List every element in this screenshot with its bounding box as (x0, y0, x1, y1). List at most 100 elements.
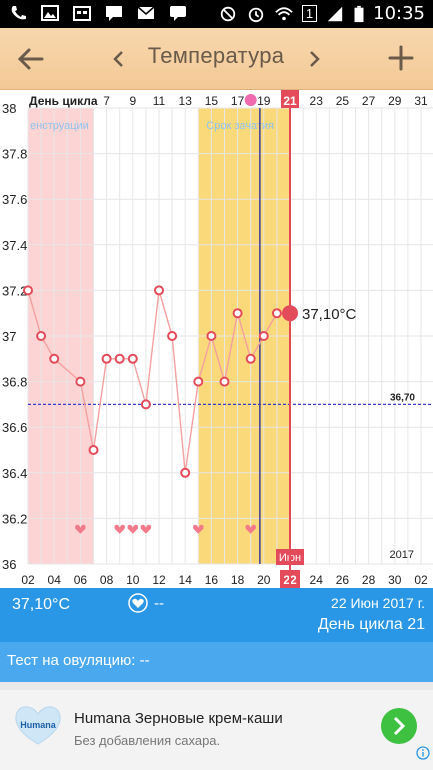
ad-info-icon[interactable] (416, 746, 430, 760)
date-tick-label: 06 (74, 573, 88, 587)
system-icons: 1 10:35 (218, 3, 425, 24)
app-bar: Температура (0, 28, 433, 90)
date-tick-label: 30 (388, 573, 402, 587)
heart-marker (114, 524, 125, 534)
temperature-point[interactable] (127, 353, 138, 364)
humana-logo-text: Humana (20, 720, 57, 730)
ovulation-test-label: Тест на овуляцию: -- (7, 652, 150, 669)
ad-banner[interactable]: Humana Humana Зерновые крем-каши Без доб… (0, 690, 433, 770)
date-tick-label: 02 (414, 573, 428, 587)
heart-icon[interactable] (128, 593, 148, 613)
temperature-point[interactable] (88, 445, 99, 455)
current-temperature-label: 37,10°C (302, 306, 357, 323)
chevron-left-icon[interactable] (108, 44, 128, 74)
sim-badge: 1 (301, 5, 318, 22)
alarm-icon (248, 7, 264, 22)
temperature-point[interactable] (167, 331, 178, 341)
y-tick-label: 37.8 (2, 147, 27, 162)
chevron-right-icon (393, 716, 406, 736)
date-tick-label: 18 (231, 573, 245, 587)
y-tick-label: 36.4 (2, 466, 27, 481)
ovulation-marker (244, 94, 257, 106)
cycle-day-tick-label: 21 (283, 94, 297, 108)
date-tick-label: 14 (179, 573, 193, 587)
temperature-point[interactable] (245, 353, 256, 364)
cycle-day-tick-label: 29 (388, 94, 402, 108)
plus-icon[interactable] (385, 42, 417, 74)
notification-icons (8, 4, 188, 22)
date-tick-label: 16 (205, 573, 219, 587)
current-cycle-day-marker (281, 90, 299, 108)
cycle-day-tick-label: 9 (129, 94, 136, 108)
chevron-right-icon[interactable] (305, 44, 325, 74)
date-tick-label: 20 (257, 573, 271, 587)
baseline-label: 36,70 (390, 392, 415, 403)
page-title: Температура (147, 43, 285, 68)
cycle-day-tick-label: 31 (414, 94, 428, 108)
temperature-point[interactable] (23, 285, 33, 296)
fertile-window-label: Срок зачатия (206, 120, 274, 132)
selected-date: 22 Июн 2017 г. (331, 595, 425, 611)
menstruation-label: енструации (30, 120, 89, 132)
sms-icon (106, 6, 122, 21)
ad-subtitle: Без добавления сахара. (74, 733, 221, 748)
mail-icon (137, 6, 155, 19)
temperature-point[interactable] (180, 467, 191, 478)
cycle-day-tick-label: 15 (205, 94, 219, 108)
phone-icon (11, 6, 26, 20)
temperature-point[interactable] (271, 308, 282, 319)
cycle-day-axis-label: День цикла (29, 94, 98, 108)
temperature-point[interactable] (49, 353, 60, 364)
temperature-point[interactable] (114, 353, 125, 364)
wifi-icon (275, 6, 293, 20)
y-tick-label: 37 (2, 329, 16, 344)
calendar-icon (73, 6, 91, 21)
chart-canvas[interactable]: 36 36.2 36.4 36.6 36.8 37 37.2 37.4 37.6 37.8 38 ен… (0, 90, 433, 588)
ad-open-button[interactable] (381, 708, 417, 744)
temperature-chart[interactable]: 36 36.2 36.4 36.6 36.8 37 37.2 37.4 37.6 37.8 38 ен… (0, 90, 433, 588)
temperature-point[interactable] (154, 285, 164, 296)
year-label: 2017 (390, 549, 414, 561)
date-tick-label: 26 (336, 573, 350, 587)
cycle-day-tick-label: 19 (257, 94, 271, 108)
cycle-day-tick-label: 7 (103, 94, 110, 108)
mute-icon (220, 6, 236, 21)
selected-day-info: 37,10°C -- 22 Июн 2017 г. День цикла 21 (0, 588, 433, 642)
ad-headline: Humana Зерновые крем-каши (74, 710, 283, 727)
cycle-day-tick-label: 11 (153, 94, 166, 108)
heart-marker (75, 524, 86, 534)
y-tick-label: 36.2 (2, 511, 27, 526)
date-tick-label: 24 (310, 573, 324, 587)
cycle-day-tick-label: 17 (231, 94, 245, 108)
date-tick-label: 02 (21, 573, 35, 587)
divider (0, 682, 433, 690)
back-arrow-icon[interactable] (16, 44, 46, 74)
battery-icon (354, 5, 364, 22)
y-tick-label: 37.2 (2, 283, 27, 298)
temperature-point[interactable] (206, 331, 217, 341)
heart-marker (193, 524, 204, 534)
temperature-point[interactable] (232, 308, 243, 319)
heart-marker (127, 524, 139, 534)
heart-marker (245, 524, 256, 534)
ovulation-test-row[interactable]: Тест на овуляцию: -- (0, 642, 433, 682)
temperature-point[interactable] (75, 376, 86, 387)
clock: 10:35 (373, 3, 425, 24)
temperature-point[interactable] (258, 331, 269, 341)
cycle-day-tick-label: 25 (336, 94, 350, 108)
status-bar: 1 10:35 (0, 0, 433, 28)
date-tick-label: 10 (126, 573, 140, 587)
temperature-point[interactable] (101, 353, 112, 364)
temperature-point[interactable] (140, 399, 151, 410)
y-tick-label: 36.8 (2, 375, 27, 390)
y-tick-label: 38 (2, 101, 16, 116)
temperature-point[interactable] (36, 331, 47, 341)
y-tick-label: 36 (2, 557, 16, 572)
current-temperature-point[interactable] (282, 305, 298, 322)
temperature-point[interactable] (219, 376, 230, 387)
temperature-point[interactable] (193, 376, 204, 387)
heart-value: -- (154, 595, 164, 612)
cycle-day-tick-label: 13 (179, 94, 193, 108)
date-tick-label: 12 (152, 573, 166, 587)
signal-icon (327, 6, 343, 21)
